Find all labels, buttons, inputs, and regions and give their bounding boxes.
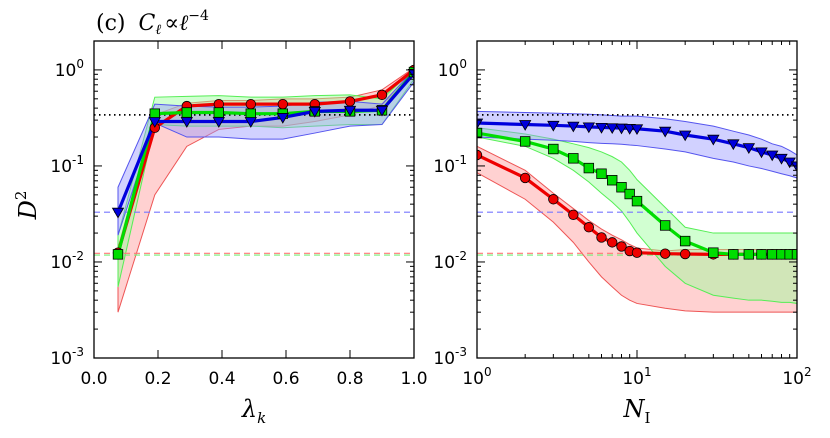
x-tick-label: 101 bbox=[622, 365, 651, 389]
x-tick-label: 0.0 bbox=[80, 369, 107, 389]
band-red bbox=[117, 67, 414, 313]
marker-blue bbox=[244, 117, 257, 128]
x-tick-label: 102 bbox=[782, 365, 811, 389]
x-axis-label-right: NI bbox=[623, 395, 651, 427]
y-tick-label: 100 bbox=[438, 57, 467, 81]
marker-green bbox=[631, 195, 643, 207]
x-tick-label: 1.0 bbox=[400, 369, 427, 389]
panel-title: (c) Cℓ ∝ℓ−4 bbox=[96, 8, 209, 38]
y-tick-label: 10-2 bbox=[433, 249, 467, 273]
marker-blue bbox=[212, 117, 225, 128]
marker-green bbox=[679, 235, 691, 247]
marker-blue bbox=[567, 121, 580, 133]
y-tick-label: 10-3 bbox=[50, 345, 84, 369]
left-panel: 10-3 10-2 10-1 100 0.0 0.2 0.4 0.6 0.8 1.0 bbox=[50, 40, 428, 389]
marker-blue bbox=[615, 123, 628, 135]
band-blue bbox=[477, 110, 797, 179]
marker-green bbox=[583, 162, 595, 174]
marker-blue bbox=[775, 153, 788, 165]
marker-blue bbox=[148, 117, 161, 128]
y-tick-label: 10-2 bbox=[50, 249, 84, 273]
marker-blue bbox=[755, 147, 768, 159]
marker-green bbox=[607, 175, 618, 186]
marker-green bbox=[568, 153, 579, 164]
series-line-blue bbox=[116, 72, 414, 213]
marker-blue bbox=[658, 126, 672, 138]
marker-green bbox=[213, 107, 225, 118]
marker-blue bbox=[518, 120, 532, 131]
marker-blue bbox=[742, 143, 756, 154]
marker-green bbox=[624, 188, 635, 200]
marker-red bbox=[519, 172, 531, 184]
marker-green bbox=[616, 182, 627, 193]
marker-blue bbox=[766, 150, 779, 162]
marker-blue bbox=[343, 105, 357, 117]
x-axis-label-left: λk bbox=[241, 395, 266, 427]
band-red bbox=[477, 145, 797, 313]
marker-green bbox=[767, 249, 778, 260]
marker-red bbox=[344, 96, 356, 107]
marker-green bbox=[756, 249, 767, 260]
band-green bbox=[477, 127, 797, 304]
x-tick-label: 100 bbox=[462, 365, 491, 389]
marker-green bbox=[181, 107, 193, 118]
marker-blue bbox=[727, 139, 740, 151]
marker-blue bbox=[606, 123, 619, 135]
marker-red bbox=[548, 194, 559, 205]
marker-blue bbox=[477, 118, 484, 130]
marker-green bbox=[112, 249, 124, 260]
axes-frame bbox=[93, 40, 415, 359]
marker-blue bbox=[630, 124, 644, 136]
marker-blue bbox=[375, 105, 389, 117]
marker-green bbox=[659, 220, 671, 231]
marker-blue bbox=[595, 122, 608, 134]
marker-green bbox=[548, 143, 559, 155]
marker-green bbox=[743, 249, 755, 260]
marker-blue bbox=[180, 117, 193, 128]
marker-green bbox=[245, 108, 257, 119]
marker-green bbox=[519, 136, 531, 147]
marker-blue bbox=[707, 134, 720, 146]
marker-green bbox=[728, 249, 739, 260]
marker-red bbox=[568, 209, 579, 220]
y-tick-label: 10-3 bbox=[433, 345, 467, 369]
marker-blue bbox=[547, 120, 560, 132]
series-line-red bbox=[116, 68, 414, 254]
marker-red bbox=[376, 89, 388, 101]
marker-blue bbox=[582, 122, 596, 134]
x-tick-label: 0.2 bbox=[144, 369, 171, 389]
marker-green bbox=[149, 108, 161, 119]
marker-red bbox=[277, 98, 289, 110]
marker-green bbox=[596, 168, 607, 179]
y-tick-label: 100 bbox=[55, 57, 84, 81]
marker-red bbox=[583, 222, 595, 233]
x-tick-label: 0.4 bbox=[208, 369, 235, 389]
marker-red bbox=[616, 241, 627, 252]
right-panel: 10-3 10-2 10-1 100 100 101 102 bbox=[433, 40, 812, 389]
band-green bbox=[117, 68, 414, 288]
y-tick-label: 10-1 bbox=[50, 153, 84, 177]
marker-blue bbox=[790, 161, 797, 173]
plot-area bbox=[477, 110, 797, 313]
marker-green bbox=[708, 247, 719, 258]
x-tick-label: 0.8 bbox=[336, 369, 363, 389]
y-tick-label: 10-1 bbox=[433, 153, 467, 177]
marker-blue bbox=[276, 113, 289, 124]
marker-red bbox=[245, 98, 257, 110]
marker-red bbox=[631, 247, 643, 258]
marker-red bbox=[679, 248, 691, 260]
y-axis-label: D2 bbox=[12, 191, 42, 221]
marker-green bbox=[791, 249, 797, 260]
marker-blue bbox=[678, 130, 692, 142]
x-tick-label: 0.6 bbox=[272, 369, 299, 389]
plot-area bbox=[94, 64, 414, 313]
marker-blue bbox=[111, 207, 125, 219]
marker-blue bbox=[308, 106, 321, 118]
marker-red bbox=[607, 237, 618, 248]
marker-red bbox=[596, 232, 607, 243]
marker-red bbox=[659, 248, 671, 259]
